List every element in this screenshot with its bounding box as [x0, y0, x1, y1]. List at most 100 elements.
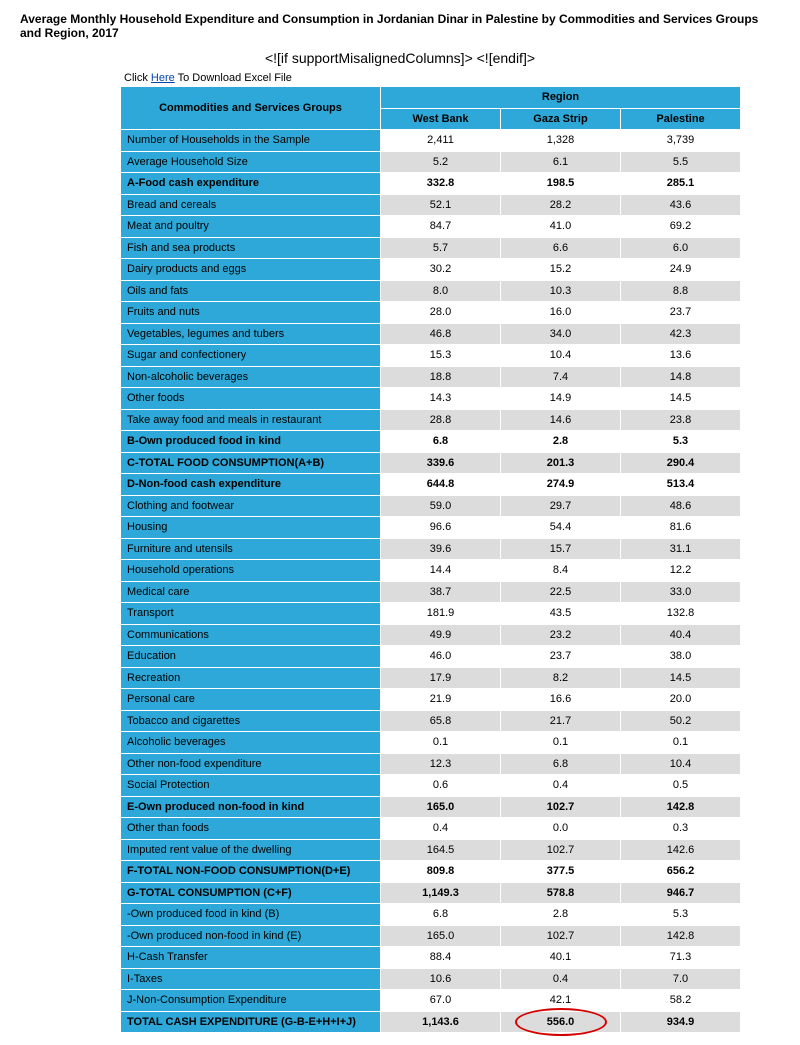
table-row: Household operations14.48.412.2	[121, 560, 741, 582]
table-row: Other non-food expenditure12.36.810.4	[121, 753, 741, 775]
row-value: 644.8	[381, 474, 501, 496]
row-label: Tobacco and cigarettes	[121, 710, 381, 732]
row-value: 40.4	[621, 624, 741, 646]
table-row: Personal care21.916.620.0	[121, 689, 741, 711]
row-label: Household operations	[121, 560, 381, 582]
header-col-2: Palestine	[621, 108, 741, 130]
row-value: 165.0	[381, 796, 501, 818]
row-value: 132.8	[621, 603, 741, 625]
row-value: 7.0	[621, 968, 741, 990]
row-value: 13.6	[621, 345, 741, 367]
row-value: 8.4	[501, 560, 621, 582]
download-link[interactable]: Here	[151, 72, 175, 84]
row-value: 14.5	[621, 388, 741, 410]
row-value: 6.0	[621, 237, 741, 259]
row-label: J-Non-Consumption Expenditure	[121, 990, 381, 1012]
row-value: 69.2	[621, 216, 741, 238]
table-row: Bread and cereals52.128.243.6	[121, 194, 741, 216]
row-value: 20.0	[621, 689, 741, 711]
row-label: Number of Households in the Sample	[121, 130, 381, 152]
row-value: 285.1	[621, 173, 741, 195]
row-value: 30.2	[381, 259, 501, 281]
row-value: 2,411	[381, 130, 501, 152]
row-label: G-TOTAL CONSUMPTION (C+F)	[121, 882, 381, 904]
row-label: -Own produced food in kind (B)	[121, 904, 381, 926]
table-row: Housing96.654.481.6	[121, 517, 741, 539]
row-label: Dairy products and eggs	[121, 259, 381, 281]
row-label: A-Food cash expenditure	[121, 173, 381, 195]
header-rowhead: Commodities and Services Groups	[121, 87, 381, 130]
row-value: 42.3	[621, 323, 741, 345]
row-label: E-Own produced non-food in kind	[121, 796, 381, 818]
row-value: 6.8	[381, 904, 501, 926]
row-value: 198.5	[501, 173, 621, 195]
row-value: 28.0	[381, 302, 501, 324]
row-value: 15.7	[501, 538, 621, 560]
row-value: 3,739	[621, 130, 741, 152]
row-label: Imputed rent value of the dwelling	[121, 839, 381, 861]
row-value: 0.1	[621, 732, 741, 754]
row-value: 16.0	[501, 302, 621, 324]
download-line: Click Here To Download Excel File	[124, 72, 780, 84]
table-row: Education46.023.738.0	[121, 646, 741, 668]
row-value: 81.6	[621, 517, 741, 539]
row-value: 809.8	[381, 861, 501, 883]
row-value: 14.4	[381, 560, 501, 582]
row-value: 1,328	[501, 130, 621, 152]
conditional-comment-text: <![if supportMisalignedColumns]> <![endi…	[20, 50, 780, 66]
row-value: 5.7	[381, 237, 501, 259]
row-value: 6.8	[501, 753, 621, 775]
row-value: 6.6	[501, 237, 621, 259]
table-row: F-TOTAL NON-FOOD CONSUMPTION(D+E)809.837…	[121, 861, 741, 883]
row-value: 0.4	[501, 968, 621, 990]
table-row: Average Household Size5.26.15.5	[121, 151, 741, 173]
row-value: 88.4	[381, 947, 501, 969]
table-row: A-Food cash expenditure332.8198.5285.1	[121, 173, 741, 195]
row-value: 2.8	[501, 904, 621, 926]
header-region: Region	[381, 87, 741, 109]
row-value: 12.3	[381, 753, 501, 775]
row-value: 934.9	[621, 1011, 741, 1033]
row-value: 12.2	[621, 560, 741, 582]
table-row: Alcoholic beverages0.10.10.1	[121, 732, 741, 754]
row-value: 48.6	[621, 495, 741, 517]
row-value: 5.5	[621, 151, 741, 173]
table-row: I-Taxes10.60.47.0	[121, 968, 741, 990]
row-value: 31.1	[621, 538, 741, 560]
row-value: 21.9	[381, 689, 501, 711]
row-value: 14.3	[381, 388, 501, 410]
row-value: 23.8	[621, 409, 741, 431]
row-value: 43.6	[621, 194, 741, 216]
row-value: 0.1	[501, 732, 621, 754]
row-label: Social Protection	[121, 775, 381, 797]
row-label: Non-alcoholic beverages	[121, 366, 381, 388]
table-row: Vegetables, legumes and tubers46.834.042…	[121, 323, 741, 345]
expenditure-table: Commodities and Services Groups Region W…	[120, 86, 741, 1033]
row-value: 0.4	[381, 818, 501, 840]
row-value: 142.8	[621, 925, 741, 947]
row-value: 513.4	[621, 474, 741, 496]
row-label: Personal care	[121, 689, 381, 711]
row-value: 65.8	[381, 710, 501, 732]
row-value: 102.7	[501, 796, 621, 818]
row-value: 38.0	[621, 646, 741, 668]
row-value: 23.7	[621, 302, 741, 324]
row-value: 38.7	[381, 581, 501, 603]
row-value: 0.3	[621, 818, 741, 840]
table-row: Clothing and footwear59.029.748.6	[121, 495, 741, 517]
row-value: 0.5	[621, 775, 741, 797]
table-row: Take away food and meals in restaurant28…	[121, 409, 741, 431]
row-label: Alcoholic beverages	[121, 732, 381, 754]
row-label: Fruits and nuts	[121, 302, 381, 324]
table-row: Sugar and confectionery15.310.413.6	[121, 345, 741, 367]
row-value: 201.3	[501, 452, 621, 474]
row-label: Oils and fats	[121, 280, 381, 302]
row-label: Meat and poultry	[121, 216, 381, 238]
row-value: 28.8	[381, 409, 501, 431]
row-value: 339.6	[381, 452, 501, 474]
table-row: -Own produced food in kind (B)6.82.85.3	[121, 904, 741, 926]
table-row: Oils and fats8.010.38.8	[121, 280, 741, 302]
row-value: 1,149.3	[381, 882, 501, 904]
table-row: C-TOTAL FOOD CONSUMPTION(A+B)339.6201.32…	[121, 452, 741, 474]
row-value: 6.1	[501, 151, 621, 173]
